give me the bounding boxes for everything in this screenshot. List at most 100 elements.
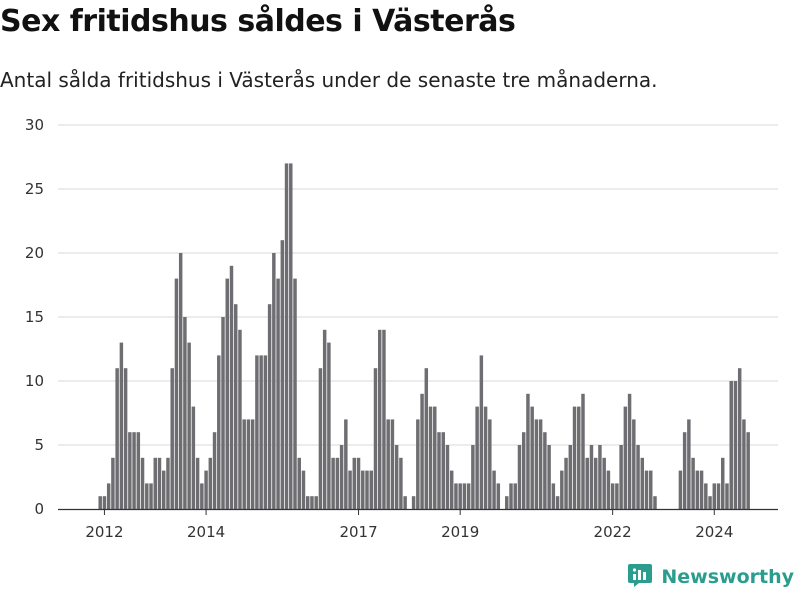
bar	[263, 355, 268, 509]
newsworthy-logo-icon	[627, 562, 653, 592]
bar	[471, 445, 475, 509]
bar	[445, 445, 450, 509]
bar	[170, 368, 174, 509]
bar	[712, 483, 717, 509]
bar	[564, 457, 568, 509]
bar	[615, 483, 619, 509]
data-labels: 6	[752, 0, 762, 4]
x-tick-label: 2014	[187, 523, 225, 541]
bar	[178, 253, 183, 509]
bar	[267, 304, 272, 509]
bar	[424, 368, 429, 509]
bar	[250, 419, 255, 509]
bar	[361, 470, 365, 509]
bar	[106, 483, 111, 509]
bar	[704, 483, 708, 509]
bar	[310, 496, 314, 509]
y-tick-label: 5	[34, 436, 44, 454]
bar	[314, 496, 318, 509]
bar	[513, 483, 517, 509]
highlight-value-label: 6	[752, 0, 762, 4]
bar	[403, 496, 407, 509]
bar	[462, 483, 467, 509]
bar	[551, 483, 556, 509]
y-tick-label: 25	[25, 180, 44, 198]
bar	[610, 483, 615, 509]
bar	[115, 368, 119, 509]
newsworthy-brand[interactable]: Newsworthy	[627, 562, 794, 592]
bar	[390, 419, 395, 509]
chart-subtitle: Antal sålda fritidshus i Västerås under …	[0, 68, 658, 92]
bar	[581, 393, 585, 509]
bar	[572, 406, 577, 509]
y-tick-label: 30	[25, 116, 44, 134]
bar	[246, 419, 251, 509]
bar	[555, 496, 560, 509]
bar	[598, 445, 602, 509]
x-tick-label: 2019	[441, 523, 479, 541]
bar	[174, 278, 179, 509]
bar	[653, 496, 657, 509]
bar	[560, 470, 564, 509]
bar	[725, 483, 729, 509]
bar	[157, 457, 162, 509]
x-tick-label: 2012	[85, 523, 123, 541]
bar	[530, 406, 534, 509]
bar	[276, 278, 280, 509]
bar	[162, 470, 166, 509]
bar	[377, 329, 382, 509]
bar	[437, 432, 441, 509]
bar	[636, 445, 640, 509]
bar	[589, 445, 594, 509]
bar	[691, 457, 695, 509]
bar	[153, 457, 157, 509]
bar	[699, 470, 704, 509]
bar	[746, 432, 750, 509]
bar	[187, 342, 191, 509]
bar	[233, 304, 238, 509]
bar	[280, 240, 285, 509]
brand-name: Newsworthy	[661, 566, 794, 588]
y-tick-label: 20	[25, 244, 44, 262]
bar	[145, 483, 149, 509]
bar	[208, 457, 213, 509]
bar	[428, 406, 433, 509]
bar	[119, 342, 124, 509]
bar	[602, 457, 606, 509]
bar	[521, 432, 526, 509]
x-tick-label: 2024	[695, 523, 733, 541]
bar	[369, 470, 373, 509]
bar	[102, 496, 107, 509]
y-tick-label: 15	[25, 308, 44, 326]
bar	[644, 470, 649, 509]
bar	[221, 317, 225, 509]
axes: 0 5 10 15 20 25 30 2012 2014 2017 2019 2022 2024	[25, 116, 778, 541]
bar	[454, 483, 458, 509]
bar	[416, 419, 420, 509]
bar	[212, 432, 217, 509]
bar	[509, 483, 513, 509]
bar	[695, 470, 700, 509]
bar	[242, 419, 246, 509]
bar	[356, 457, 361, 509]
bar	[475, 406, 479, 509]
bar	[305, 496, 310, 509]
chart-title: Sex fritidshus såldes i Västerås	[0, 4, 516, 39]
bar	[284, 163, 289, 509]
bar	[399, 457, 403, 509]
bar	[365, 470, 369, 509]
bar	[433, 406, 437, 509]
bar	[289, 163, 293, 509]
bar	[229, 265, 234, 509]
x-tick-label: 2022	[594, 523, 632, 541]
gridlines	[58, 124, 778, 446]
y-tick-label: 0	[34, 500, 44, 518]
bar	[327, 342, 331, 509]
bar	[716, 483, 721, 509]
bar	[627, 393, 632, 509]
bar	[183, 317, 187, 509]
bar	[335, 457, 340, 509]
bar	[449, 470, 454, 509]
bar	[200, 483, 204, 509]
bar	[394, 445, 399, 509]
